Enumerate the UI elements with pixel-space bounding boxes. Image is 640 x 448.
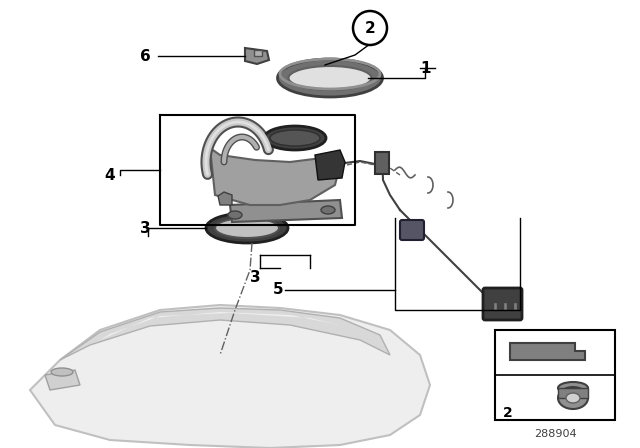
- Text: 4: 4: [105, 168, 115, 182]
- Text: 6: 6: [140, 48, 150, 64]
- Text: 3: 3: [140, 220, 150, 236]
- Bar: [513, 302, 517, 310]
- Ellipse shape: [289, 66, 371, 90]
- Text: 1: 1: [420, 60, 431, 76]
- Polygon shape: [45, 370, 80, 390]
- Bar: [254, 50, 262, 56]
- Text: 288904: 288904: [534, 429, 576, 439]
- Bar: [495, 330, 615, 420]
- Ellipse shape: [278, 59, 383, 97]
- Circle shape: [353, 11, 387, 45]
- Polygon shape: [218, 192, 232, 205]
- Ellipse shape: [215, 218, 279, 238]
- Bar: [558, 388, 588, 398]
- Polygon shape: [245, 48, 269, 64]
- Polygon shape: [210, 148, 340, 205]
- Polygon shape: [100, 312, 340, 340]
- Ellipse shape: [51, 368, 73, 376]
- Ellipse shape: [558, 387, 588, 409]
- Ellipse shape: [321, 206, 335, 214]
- Ellipse shape: [566, 393, 580, 403]
- Polygon shape: [230, 200, 342, 222]
- Polygon shape: [510, 343, 585, 360]
- Ellipse shape: [558, 382, 588, 394]
- Ellipse shape: [206, 213, 288, 243]
- Text: 3: 3: [250, 271, 260, 285]
- FancyBboxPatch shape: [400, 220, 424, 240]
- Polygon shape: [30, 305, 430, 448]
- Text: 2: 2: [365, 21, 376, 35]
- Text: 5: 5: [273, 283, 284, 297]
- Bar: [503, 302, 507, 310]
- Polygon shape: [60, 308, 390, 360]
- Ellipse shape: [270, 130, 320, 146]
- FancyBboxPatch shape: [483, 288, 522, 320]
- Ellipse shape: [264, 126, 326, 150]
- Ellipse shape: [228, 211, 242, 219]
- Bar: [493, 302, 497, 310]
- Bar: [375, 152, 389, 174]
- Polygon shape: [315, 150, 345, 180]
- Text: 2: 2: [503, 406, 513, 420]
